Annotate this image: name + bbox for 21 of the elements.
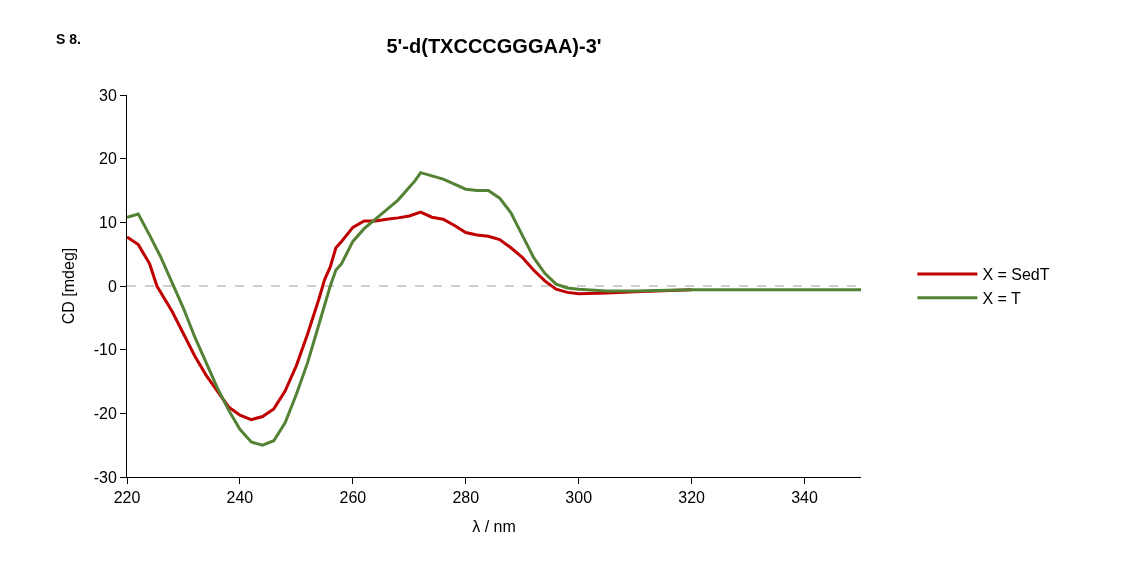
y-tick-label: 0 [107, 277, 117, 295]
x-axis-title: λ / nm [472, 517, 516, 535]
y-axis-title: CD [mdeg] [59, 247, 77, 325]
y-tick-label: -20 [93, 404, 117, 422]
x-tick-label: 220 [113, 489, 141, 507]
y-tick-label: 20 [99, 150, 117, 168]
legend-label: X = SedT [982, 266, 1050, 284]
x-tick-label: 260 [339, 489, 367, 507]
text: S 8. [56, 31, 81, 47]
x-tick-label: 320 [678, 489, 706, 507]
x-tick-label: 300 [565, 489, 593, 507]
x-tick-label: 280 [452, 489, 480, 507]
y-tick-label: 30 [99, 86, 117, 104]
y-tick-label: -30 [93, 468, 117, 486]
y-tick-label: 10 [99, 213, 117, 231]
x-tick-label: 340 [791, 489, 818, 507]
line-series [127, 171, 861, 447]
chart-title: 5'-d(TXCCCGGGAA)-3' [386, 35, 602, 58]
legend-label: X = T [982, 289, 1021, 307]
x-tick-label: 240 [226, 489, 254, 507]
y-tick-label: -10 [93, 341, 117, 359]
